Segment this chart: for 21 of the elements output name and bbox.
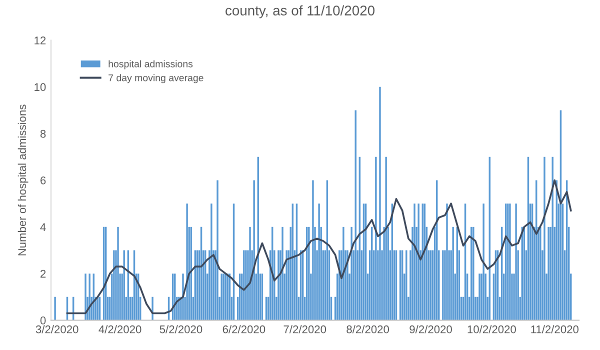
y-tick-label: 4 bbox=[40, 223, 46, 231]
x-tick-label: 6/2/2020 bbox=[222, 325, 266, 334]
x-tick-label: 10/2/2020 bbox=[468, 325, 516, 334]
legend-label: 7 day moving average bbox=[108, 74, 204, 84]
chart-title: county, as of 11/10/2020 bbox=[226, 5, 374, 18]
y-tick-label: 2 bbox=[40, 270, 46, 278]
x-tick-label: 9/2/2020 bbox=[410, 325, 452, 334]
x-tick-label: 5/2/2020 bbox=[160, 325, 202, 334]
legend-label: hospital admissions bbox=[108, 60, 193, 70]
x-tick-label: 7/2/2020 bbox=[284, 325, 326, 334]
y-axis-title: Number of hospital admissions bbox=[18, 104, 28, 256]
y-tick-label: 6 bbox=[40, 176, 46, 184]
y-tick-label: 12 bbox=[34, 36, 46, 44]
y-tick-label: 8 bbox=[40, 130, 46, 138]
x-tick-label: 3/2/2020 bbox=[36, 325, 78, 334]
x-tick-label: 4/2/2020 bbox=[98, 325, 142, 334]
x-tick-label: 11/2/2020 bbox=[531, 325, 579, 334]
y-tick-label: 10 bbox=[34, 83, 46, 92]
y-tick-label: 0 bbox=[40, 316, 46, 324]
line-series bbox=[66, 179, 572, 314]
x-tick-label: 8/2/2020 bbox=[346, 325, 389, 334]
